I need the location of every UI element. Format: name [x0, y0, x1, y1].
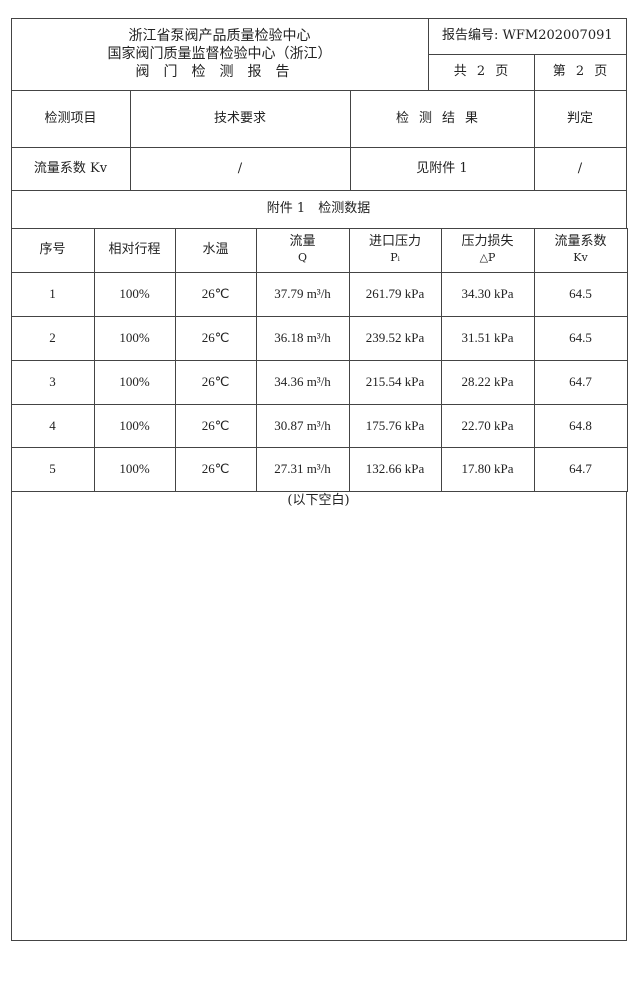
col-seq: 序号	[11, 228, 95, 273]
summary-result: 见附件 1	[350, 147, 535, 191]
cell-travel: 100%	[94, 404, 176, 448]
col-symbol: Q	[297, 251, 308, 264]
current-page-text: 第 2 页	[552, 64, 608, 79]
cell-temp: 26℃	[175, 404, 257, 448]
cell-travel: 100%	[94, 316, 176, 361]
cell-pressure-loss: 28.22 kPa	[441, 360, 535, 405]
total-pages-text: 共 2 页	[453, 64, 509, 79]
cell-temp: 26℃	[175, 447, 257, 492]
total-pages: 共 2 页	[428, 54, 535, 91]
col-tech-req: 技术要求	[130, 90, 351, 148]
cell-pressure-loss: 22.70 kPa	[441, 404, 535, 448]
cell-seq: 3	[11, 360, 95, 405]
org-line-2: 国家阀门质量监督检验中心（浙江）	[107, 46, 332, 62]
col-symbol: △P	[479, 251, 496, 264]
cell-inlet-pressure: 175.76 kPa	[349, 404, 442, 448]
cell-travel: 100%	[94, 447, 176, 492]
cell-inlet-pressure: 132.66 kPa	[349, 447, 442, 492]
cell-temp: 26℃	[175, 316, 257, 361]
col-symbol: Kv	[573, 251, 588, 264]
report-number-text: 报告编号: WFM202007091	[442, 28, 613, 43]
col-label: 流量系数	[554, 234, 607, 249]
col-travel: 相对行程	[94, 228, 176, 273]
col-label: 进口压力	[368, 234, 421, 249]
cell-seq: 2	[11, 316, 95, 361]
cell-seq: 4	[11, 404, 95, 448]
cell-flow: 30.87 m³/h	[256, 404, 350, 448]
col-label: 压力损失	[461, 234, 514, 249]
cell-seq: 1	[11, 272, 95, 317]
col-result: 检测结果	[350, 90, 535, 148]
cell-pressure-loss: 17.80 kPa	[441, 447, 535, 492]
cell-inlet-pressure: 215.54 kPa	[349, 360, 442, 405]
cell-temp: 26℃	[175, 272, 257, 317]
summary-requirement: /	[130, 147, 351, 191]
cell-inlet-pressure: 261.79 kPa	[349, 272, 442, 317]
cell-kv: 64.5	[534, 316, 628, 361]
col-kv: 流量系数 Kv	[534, 228, 628, 273]
cell-flow: 37.79 m³/h	[256, 272, 350, 317]
cell-flow: 36.18 m³/h	[256, 316, 350, 361]
summary-judgement: /	[534, 147, 627, 191]
cell-travel: 100%	[94, 360, 176, 405]
annex-title: 附件 1 检测数据	[11, 190, 627, 229]
cell-kv: 64.8	[534, 404, 628, 448]
cell-kv: 64.5	[534, 272, 628, 317]
col-label: 流量	[289, 234, 316, 249]
col-symbol: Pᵢ	[390, 251, 400, 264]
col-temp: 水温	[175, 228, 257, 273]
col-inlet-pressure: 进口压力 Pᵢ	[349, 228, 442, 273]
cell-inlet-pressure: 239.52 kPa	[349, 316, 442, 361]
col-label: 水温	[202, 242, 229, 257]
report-number: 报告编号: WFM202007091	[428, 18, 627, 55]
end-note: (以下空白)	[11, 491, 627, 941]
cell-seq: 5	[11, 447, 95, 492]
col-flow: 流量 Q	[256, 228, 350, 273]
report-table	[11, 18, 627, 940]
cell-flow: 34.36 m³/h	[256, 360, 350, 405]
cell-kv: 64.7	[534, 360, 628, 405]
cell-kv: 64.7	[534, 447, 628, 492]
cell-pressure-loss: 34.30 kPa	[441, 272, 535, 317]
current-page: 第 2 页	[534, 54, 627, 91]
col-label: 相对行程	[108, 242, 161, 257]
report-header: 浙江省泵阀产品质量检验中心 国家阀门质量监督检验中心（浙江） 阀门检测报告	[11, 18, 429, 91]
cell-temp: 26℃	[175, 360, 257, 405]
cell-flow: 27.31 m³/h	[256, 447, 350, 492]
col-test-item: 检测项目	[11, 90, 131, 148]
col-label: 序号	[39, 242, 66, 257]
cell-travel: 100%	[94, 272, 176, 317]
col-pressure-loss: 压力损失 △P	[441, 228, 535, 273]
org-line-1: 浙江省泵阀产品质量检验中心	[128, 28, 311, 44]
summary-item: 流量系数 Kv	[11, 147, 131, 191]
report-title: 阀门检测报告	[135, 64, 304, 80]
col-judgement: 判定	[534, 90, 627, 148]
cell-pressure-loss: 31.51 kPa	[441, 316, 535, 361]
